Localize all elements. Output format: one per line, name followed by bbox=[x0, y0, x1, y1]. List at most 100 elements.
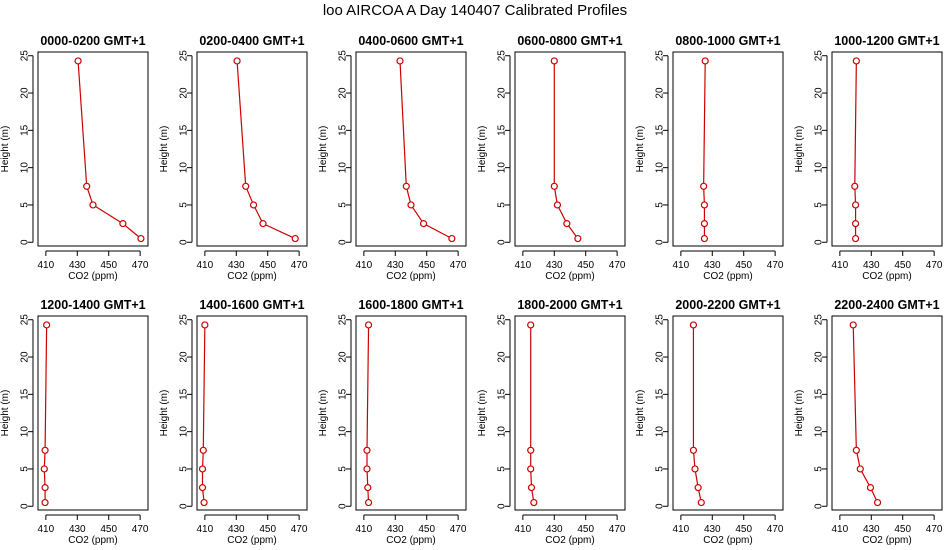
x-tick-label: 450 bbox=[418, 524, 435, 535]
data-point bbox=[851, 220, 860, 228]
panel-1200-1400: 1200-1400 GMT+1 410 430 450 470 CO2 (ppm) 0 5 10… bbox=[0, 298, 149, 546]
x-tick-label: 410 bbox=[832, 524, 849, 535]
panel-title: 0000-0200 GMT+1 bbox=[40, 34, 145, 48]
y-tick-label: 5 bbox=[814, 466, 825, 472]
y-tick-label: 15 bbox=[497, 388, 508, 400]
data-point bbox=[291, 234, 299, 243]
y-tick-label: 10 bbox=[338, 162, 349, 174]
y-tick-label: 20 bbox=[497, 87, 508, 99]
data-point bbox=[407, 201, 415, 209]
y-axis-label: Height (m) bbox=[159, 126, 170, 173]
y-tick-label: 5 bbox=[179, 466, 190, 472]
plot-frame bbox=[355, 51, 467, 247]
series-segment bbox=[236, 63, 247, 184]
y-tick-label: 15 bbox=[655, 388, 666, 400]
data-point bbox=[851, 182, 859, 190]
series-segment bbox=[265, 224, 293, 238]
data-point bbox=[689, 321, 698, 329]
y-tick-label: 0 bbox=[814, 503, 825, 509]
y-tick-label: 0 bbox=[497, 503, 508, 509]
series-segment bbox=[425, 224, 450, 238]
data-point bbox=[563, 220, 571, 228]
series-segment bbox=[202, 327, 206, 448]
y-tick-label: 15 bbox=[655, 124, 666, 136]
y-tick-label: 5 bbox=[20, 466, 31, 472]
x-tick-label: 430 bbox=[228, 524, 245, 535]
data-point bbox=[527, 465, 535, 473]
data-point bbox=[873, 498, 882, 507]
y-tick-label: 0 bbox=[179, 239, 190, 245]
plot-frame bbox=[37, 51, 149, 247]
x-tick-label: 450 bbox=[894, 524, 911, 535]
x-axis-label: CO2 (ppm) bbox=[862, 535, 911, 546]
x-axis-label: CO2 (ppm) bbox=[68, 271, 117, 282]
x-tick-label: 470 bbox=[291, 260, 308, 271]
panel-title: 0400-0600 GMT+1 bbox=[358, 34, 463, 48]
series-segment bbox=[568, 225, 577, 237]
y-tick-label: 25 bbox=[20, 50, 31, 62]
y-tick-label: 20 bbox=[338, 87, 349, 99]
y-tick-label: 15 bbox=[497, 124, 508, 136]
y-tick-label: 20 bbox=[179, 351, 190, 363]
series-segment bbox=[861, 471, 870, 486]
y-axis-label: Height (m) bbox=[0, 126, 11, 173]
y-tick-label: 10 bbox=[497, 162, 508, 174]
y-tick-label: 20 bbox=[655, 87, 666, 99]
y-tick-label: 0 bbox=[497, 239, 508, 245]
data-point bbox=[701, 57, 709, 65]
x-tick-label: 430 bbox=[546, 524, 563, 535]
y-tick-label: 25 bbox=[814, 50, 825, 62]
x-tick-label: 410 bbox=[673, 260, 690, 271]
data-point bbox=[574, 234, 582, 243]
x-tick-label: 470 bbox=[609, 524, 626, 535]
y-tick-label: 25 bbox=[497, 314, 508, 326]
panel-title: 0600-0800 GMT+1 bbox=[517, 34, 622, 48]
y-tick-label: 25 bbox=[655, 314, 666, 326]
y-tick-label: 25 bbox=[179, 50, 190, 62]
data-point bbox=[700, 234, 709, 243]
series-segment bbox=[202, 453, 204, 466]
y-tick-label: 20 bbox=[497, 351, 508, 363]
data-point bbox=[691, 465, 699, 473]
series-segment bbox=[531, 490, 534, 500]
series-segment bbox=[202, 490, 205, 500]
data-point bbox=[89, 201, 97, 209]
x-axis-label: CO2 (ppm) bbox=[227, 535, 276, 546]
y-tick-label: 25 bbox=[814, 314, 825, 326]
x-tick-label: 430 bbox=[704, 524, 721, 535]
data-point bbox=[852, 446, 860, 454]
data-point bbox=[259, 220, 267, 228]
series-segment bbox=[856, 453, 861, 467]
y-axis-label: Height (m) bbox=[0, 390, 11, 437]
x-tick-label: 430 bbox=[69, 524, 86, 535]
y-tick-label: 15 bbox=[338, 124, 349, 136]
y-tick-label: 0 bbox=[179, 503, 190, 509]
y-tick-label: 25 bbox=[338, 314, 349, 326]
data-point bbox=[119, 220, 127, 228]
y-tick-label: 15 bbox=[814, 388, 825, 400]
x-tick-label: 430 bbox=[704, 260, 721, 271]
y-tick-label: 20 bbox=[655, 351, 666, 363]
y-tick-label: 20 bbox=[814, 87, 825, 99]
data-point bbox=[550, 182, 558, 190]
y-tick-label: 0 bbox=[20, 503, 31, 509]
y-tick-label: 20 bbox=[20, 351, 31, 363]
x-tick-label: 430 bbox=[228, 260, 245, 271]
data-point bbox=[41, 498, 49, 507]
x-tick-label: 450 bbox=[100, 524, 117, 535]
data-point bbox=[41, 484, 49, 492]
data-point bbox=[200, 498, 208, 507]
x-tick-label: 450 bbox=[735, 260, 752, 271]
y-tick-label: 20 bbox=[179, 87, 190, 99]
x-tick-label: 410 bbox=[515, 260, 532, 271]
x-tick-label: 470 bbox=[132, 260, 149, 271]
x-axis-label: CO2 (ppm) bbox=[68, 535, 117, 546]
x-axis-label: CO2 (ppm) bbox=[703, 271, 752, 282]
x-tick-label: 410 bbox=[356, 524, 373, 535]
x-tick-label: 430 bbox=[863, 524, 880, 535]
series-segment bbox=[43, 471, 46, 485]
panel-title: 1600-1800 GMT+1 bbox=[358, 298, 463, 312]
x-tick-label: 470 bbox=[767, 260, 784, 271]
y-tick-label: 10 bbox=[338, 426, 349, 438]
